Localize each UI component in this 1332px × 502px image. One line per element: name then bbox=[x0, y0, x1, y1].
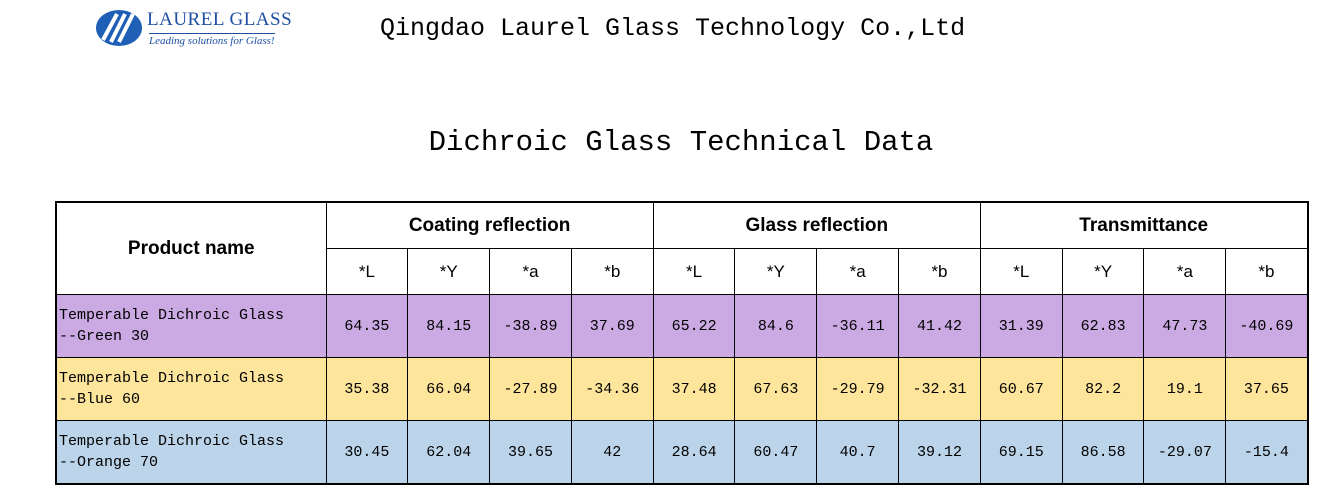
column-header: *b bbox=[570, 248, 654, 295]
column-header: *L bbox=[979, 248, 1063, 295]
value-cell: 37.69 bbox=[570, 294, 654, 358]
value-cell: 47.73 bbox=[1143, 294, 1227, 358]
column-header: *b bbox=[898, 248, 981, 295]
product-line: --Green 30 bbox=[59, 328, 150, 345]
value-cell: -29.07 bbox=[1143, 420, 1227, 485]
product-line: --Blue 60 bbox=[59, 391, 141, 408]
value-cell: 65.22 bbox=[652, 294, 736, 358]
data-row: Temperable Dichroic Glass --Blue 60 35.38 6… bbox=[55, 357, 1309, 421]
value-cell: 39.12 bbox=[898, 420, 981, 485]
value-cell: 66.04 bbox=[407, 357, 491, 421]
value-cell: -27.89 bbox=[489, 357, 572, 421]
value-cell: 60.67 bbox=[979, 357, 1063, 421]
column-header: *Y bbox=[1061, 248, 1145, 295]
logo-tagline: Leading solutions for Glass! bbox=[149, 33, 275, 47]
value-cell: 82.2 bbox=[1061, 357, 1145, 421]
header-cell: Product name bbox=[55, 201, 327, 295]
column-header: *a bbox=[489, 248, 572, 295]
value-cell: -40.69 bbox=[1225, 294, 1309, 358]
product-line: --Orange 70 bbox=[59, 454, 159, 471]
value-cell: -38.89 bbox=[489, 294, 572, 358]
value-cell: -15.4 bbox=[1225, 420, 1309, 485]
column-header: *L bbox=[652, 248, 736, 295]
value-cell: 69.15 bbox=[979, 420, 1063, 485]
group-header: Transmittance bbox=[979, 201, 1309, 249]
column-header: *a bbox=[1143, 248, 1227, 295]
value-cell: -32.31 bbox=[898, 357, 981, 421]
product-line: Temperable Dichroic Glass bbox=[59, 370, 285, 387]
header-row: Product name Coating reflection Glass refl… bbox=[55, 201, 1309, 295]
logo-name: LAUREL GLASS bbox=[147, 9, 293, 30]
product-line: Temperable Dichroic Glass bbox=[59, 433, 285, 450]
column-header: *b bbox=[1225, 248, 1309, 295]
value-cell: 67.63 bbox=[734, 357, 818, 421]
value-cell: 86.58 bbox=[1061, 420, 1145, 485]
product-line: Temperable Dichroic Glass bbox=[59, 307, 285, 324]
column-header: *L bbox=[325, 248, 409, 295]
value-cell: -34.36 bbox=[570, 357, 654, 421]
value-cell: -36.11 bbox=[816, 294, 900, 358]
column-header: *Y bbox=[407, 248, 491, 295]
value-cell: 84.6 bbox=[734, 294, 818, 358]
value-cell: 37.65 bbox=[1225, 357, 1309, 421]
value-cell: 30.45 bbox=[325, 420, 409, 485]
product-cell: Temperable Dichroic Glass --Blue 60 bbox=[55, 357, 327, 421]
value-cell: 84.15 bbox=[407, 294, 491, 358]
value-cell: 60.47 bbox=[734, 420, 818, 485]
group-header: Glass reflection bbox=[652, 201, 981, 249]
value-cell: 62.04 bbox=[407, 420, 491, 485]
value-cell: 40.7 bbox=[816, 420, 900, 485]
logo-icon bbox=[96, 10, 142, 46]
value-cell: 28.64 bbox=[652, 420, 736, 485]
product-cell: Temperable Dichroic Glass --Green 30 bbox=[55, 294, 327, 358]
value-cell: 37.48 bbox=[652, 357, 736, 421]
value-cell: -29.79 bbox=[816, 357, 900, 421]
value-cell: 35.38 bbox=[325, 357, 409, 421]
subheader-row: *L *Y *a *b *L *Y *a *b *L *Y *a *b bbox=[56, 248, 1309, 295]
logo: LAUREL GLASS Leading solutions for Glass… bbox=[95, 6, 335, 50]
data-table: Product name Coating reflection Glass refl… bbox=[55, 201, 1309, 485]
value-cell: 62.83 bbox=[1061, 294, 1145, 358]
value-cell: 31.39 bbox=[979, 294, 1063, 358]
data-row: Temperable Dichroic Glass --Orange 70 30.4… bbox=[55, 420, 1309, 485]
group-header: Coating reflection bbox=[325, 201, 654, 249]
value-cell: 19.1 bbox=[1143, 357, 1227, 421]
column-header: *Y bbox=[734, 248, 818, 295]
value-cell: 41.42 bbox=[898, 294, 981, 358]
company-name: Qingdao Laurel Glass Technology Co.,Ltd bbox=[380, 14, 966, 43]
value-cell: 42 bbox=[570, 420, 654, 485]
value-cell: 39.65 bbox=[489, 420, 572, 485]
product-cell: Temperable Dichroic Glass --Orange 70 bbox=[55, 420, 327, 485]
page-title: Dichroic Glass Technical Data bbox=[428, 126, 934, 159]
column-header: *a bbox=[816, 248, 900, 295]
data-row: Temperable Dichroic Glass --Green 30 64.35… bbox=[55, 294, 1309, 358]
value-cell: 64.35 bbox=[325, 294, 409, 358]
